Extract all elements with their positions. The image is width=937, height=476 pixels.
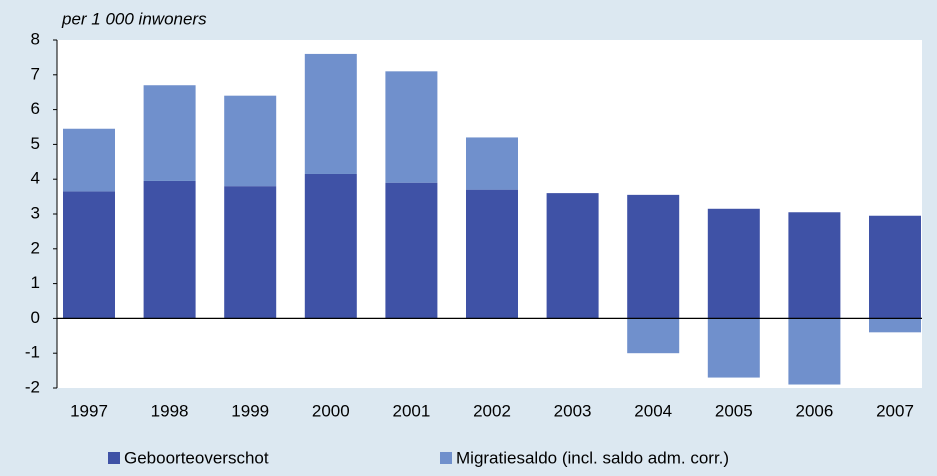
y-tick-label: 3 xyxy=(31,203,40,222)
bar xyxy=(63,191,115,319)
bar xyxy=(304,173,357,319)
y-tick-label: 2 xyxy=(31,238,40,257)
y-tick-label: -2 xyxy=(25,377,40,396)
y-tick-label: 0 xyxy=(31,308,40,327)
x-tick-label: 1999 xyxy=(231,401,269,420)
y-tick-label: 4 xyxy=(31,169,40,188)
x-tick-label: 2005 xyxy=(715,401,753,420)
bar xyxy=(63,128,115,192)
bar xyxy=(143,85,196,181)
bar xyxy=(466,189,518,319)
bar xyxy=(224,186,277,319)
x-tick-label: 2003 xyxy=(554,401,592,420)
bar xyxy=(788,212,841,319)
bar xyxy=(224,95,277,187)
legend-label: Geboorteoverschot xyxy=(124,448,269,467)
legend-swatch xyxy=(108,452,120,464)
x-tick-label: 2002 xyxy=(473,401,511,420)
bar xyxy=(466,137,518,190)
y-tick-label: -1 xyxy=(25,343,40,362)
legend-swatch xyxy=(440,452,452,464)
y-tick-label: 8 xyxy=(31,29,40,48)
x-tick-label: 2004 xyxy=(634,401,672,420)
bar xyxy=(304,53,357,174)
x-tick-label: 2006 xyxy=(795,401,833,420)
x-tick-label: 2001 xyxy=(392,401,430,420)
bar xyxy=(869,215,921,319)
x-tick-label: 2007 xyxy=(876,401,914,420)
bar xyxy=(869,318,921,333)
bar xyxy=(627,318,680,354)
bar xyxy=(385,182,438,319)
y-tick-label: 7 xyxy=(31,64,40,83)
bar xyxy=(385,71,438,183)
x-tick-label: 1997 xyxy=(70,401,108,420)
bar xyxy=(788,318,841,385)
bar xyxy=(627,194,680,319)
bar xyxy=(546,193,599,319)
y-tick-label: 6 xyxy=(31,99,40,118)
bar xyxy=(143,180,196,319)
bar xyxy=(707,208,760,319)
y-tick-label: 1 xyxy=(31,273,40,292)
y-tick-label: 5 xyxy=(31,134,40,153)
chart-title: per 1 000 inwoners xyxy=(61,9,207,28)
x-tick-label: 2000 xyxy=(312,401,350,420)
legend-label: Migratiesaldo (incl. saldo adm. corr.) xyxy=(456,448,729,467)
bar xyxy=(707,318,760,378)
x-tick-label: 1998 xyxy=(151,401,189,420)
